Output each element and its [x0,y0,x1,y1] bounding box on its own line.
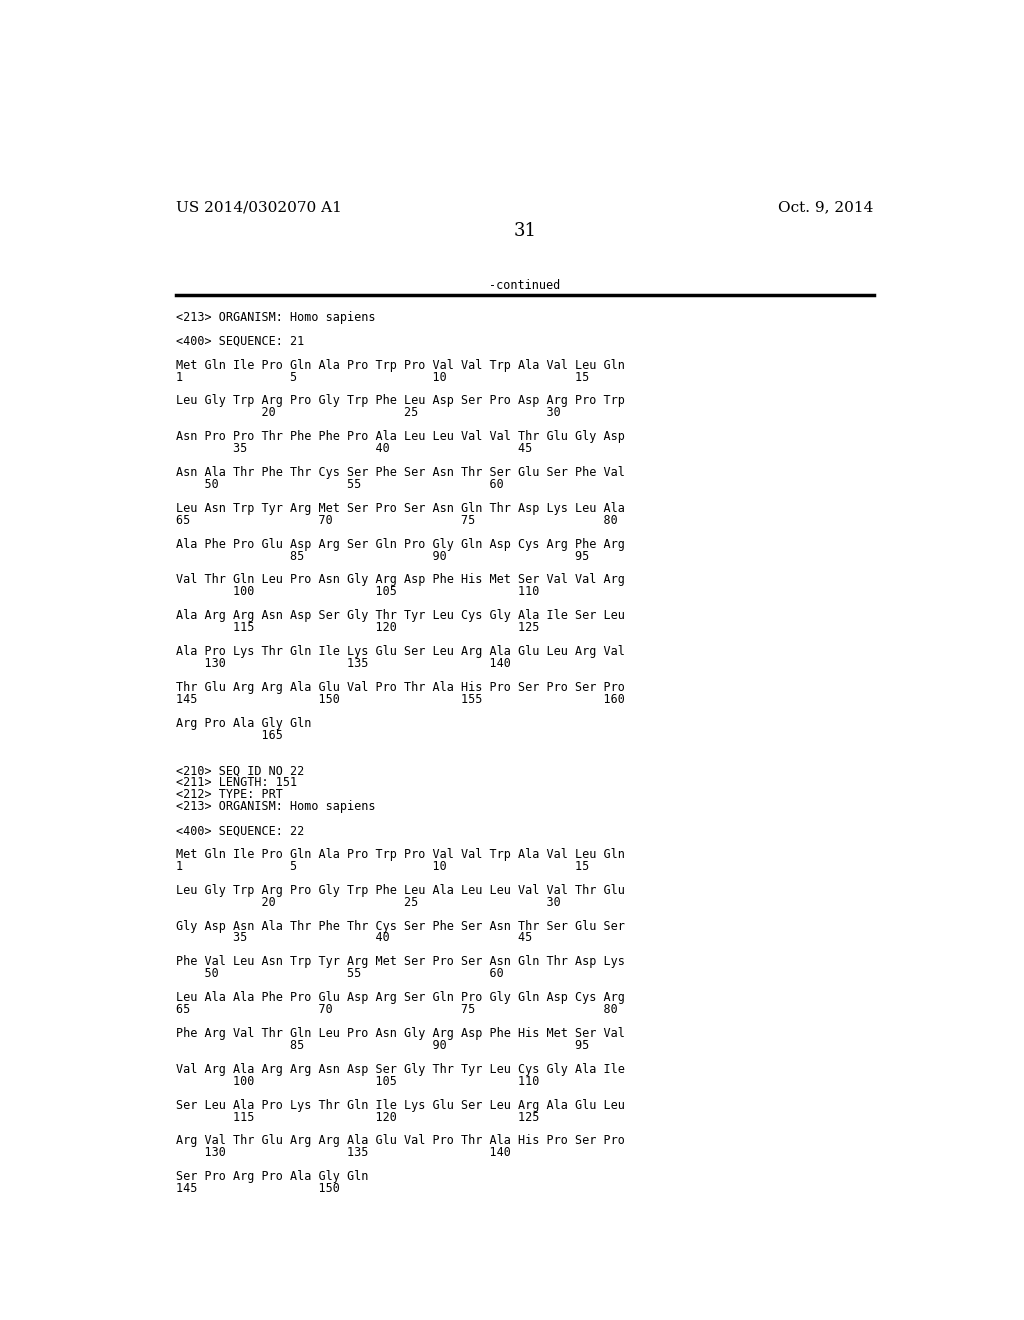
Text: 165: 165 [176,729,283,742]
Text: Leu Gly Trp Arg Pro Gly Trp Phe Leu Asp Ser Pro Asp Arg Pro Trp: Leu Gly Trp Arg Pro Gly Trp Phe Leu Asp … [176,395,625,408]
Text: Gly Asp Asn Ala Thr Phe Thr Cys Ser Phe Ser Asn Thr Ser Glu Ser: Gly Asp Asn Ala Thr Phe Thr Cys Ser Phe … [176,920,625,932]
Text: Val Thr Gln Leu Pro Asn Gly Arg Asp Phe His Met Ser Val Val Arg: Val Thr Gln Leu Pro Asn Gly Arg Asp Phe … [176,573,625,586]
Text: <213> ORGANISM: Homo sapiens: <213> ORGANISM: Homo sapiens [176,312,376,323]
Text: 50                  55                  60: 50 55 60 [176,968,504,981]
Text: 85                  90                  95: 85 90 95 [176,549,589,562]
Text: 115                 120                 125: 115 120 125 [176,622,540,634]
Text: <400> SEQUENCE: 21: <400> SEQUENCE: 21 [176,335,304,347]
Text: 130                 135                 140: 130 135 140 [176,1146,511,1159]
Text: Arg Val Thr Glu Arg Arg Ala Glu Val Pro Thr Ala His Pro Ser Pro: Arg Val Thr Glu Arg Arg Ala Glu Val Pro … [176,1134,625,1147]
Text: 20                  25                  30: 20 25 30 [176,407,561,420]
Text: 20                  25                  30: 20 25 30 [176,896,561,908]
Text: 85                  90                  95: 85 90 95 [176,1039,589,1052]
Text: Met Gln Ile Pro Gln Ala Pro Trp Pro Val Val Trp Ala Val Leu Gln: Met Gln Ile Pro Gln Ala Pro Trp Pro Val … [176,359,625,372]
Text: <400> SEQUENCE: 22: <400> SEQUENCE: 22 [176,824,304,837]
Text: -continued: -continued [489,280,560,292]
Text: Phe Val Leu Asn Trp Tyr Arg Met Ser Pro Ser Asn Gln Thr Asp Lys: Phe Val Leu Asn Trp Tyr Arg Met Ser Pro … [176,956,625,969]
Text: Ala Phe Pro Glu Asp Arg Ser Gln Pro Gly Gln Asp Cys Arg Phe Arg: Ala Phe Pro Glu Asp Arg Ser Gln Pro Gly … [176,537,625,550]
Text: Leu Asn Trp Tyr Arg Met Ser Pro Ser Asn Gln Thr Asp Lys Leu Ala: Leu Asn Trp Tyr Arg Met Ser Pro Ser Asn … [176,502,625,515]
Text: Asn Pro Pro Thr Phe Phe Pro Ala Leu Leu Val Val Thr Glu Gly Asp: Asn Pro Pro Thr Phe Phe Pro Ala Leu Leu … [176,430,625,444]
Text: Ser Pro Arg Pro Ala Gly Gln: Ser Pro Arg Pro Ala Gly Gln [176,1171,369,1183]
Text: <211> LENGTH: 151: <211> LENGTH: 151 [176,776,297,789]
Text: Oct. 9, 2014: Oct. 9, 2014 [778,201,873,215]
Text: 65                  70                  75                  80: 65 70 75 80 [176,1003,617,1016]
Text: 1               5                   10                  15: 1 5 10 15 [176,371,589,384]
Text: Phe Arg Val Thr Gln Leu Pro Asn Gly Arg Asp Phe His Met Ser Val: Phe Arg Val Thr Gln Leu Pro Asn Gly Arg … [176,1027,625,1040]
Text: Leu Ala Ala Phe Pro Glu Asp Arg Ser Gln Pro Gly Gln Asp Cys Arg: Leu Ala Ala Phe Pro Glu Asp Arg Ser Gln … [176,991,625,1005]
Text: 31: 31 [513,222,537,240]
Text: 130                 135                 140: 130 135 140 [176,657,511,671]
Text: Asn Ala Thr Phe Thr Cys Ser Phe Ser Asn Thr Ser Glu Ser Phe Val: Asn Ala Thr Phe Thr Cys Ser Phe Ser Asn … [176,466,625,479]
Text: <212> TYPE: PRT: <212> TYPE: PRT [176,788,283,801]
Text: Ala Pro Lys Thr Gln Ile Lys Glu Ser Leu Arg Ala Glu Leu Arg Val: Ala Pro Lys Thr Gln Ile Lys Glu Ser Leu … [176,645,625,659]
Text: 35                  40                  45: 35 40 45 [176,932,532,945]
Text: Val Arg Ala Arg Arg Asn Asp Ser Gly Thr Tyr Leu Cys Gly Ala Ile: Val Arg Ala Arg Arg Asn Asp Ser Gly Thr … [176,1063,625,1076]
Text: 145                 150                 155                 160: 145 150 155 160 [176,693,625,706]
Text: <210> SEQ ID NO 22: <210> SEQ ID NO 22 [176,764,304,777]
Text: Met Gln Ile Pro Gln Ala Pro Trp Pro Val Val Trp Ala Val Leu Gln: Met Gln Ile Pro Gln Ala Pro Trp Pro Val … [176,847,625,861]
Text: 50                  55                  60: 50 55 60 [176,478,504,491]
Text: 145                 150: 145 150 [176,1183,340,1195]
Text: 100                 105                 110: 100 105 110 [176,585,540,598]
Text: <213> ORGANISM: Homo sapiens: <213> ORGANISM: Homo sapiens [176,800,376,813]
Text: 100                 105                 110: 100 105 110 [176,1074,540,1088]
Text: Thr Glu Arg Arg Ala Glu Val Pro Thr Ala His Pro Ser Pro Ser Pro: Thr Glu Arg Arg Ala Glu Val Pro Thr Ala … [176,681,625,694]
Text: Ala Arg Arg Asn Asp Ser Gly Thr Tyr Leu Cys Gly Ala Ile Ser Leu: Ala Arg Arg Asn Asp Ser Gly Thr Tyr Leu … [176,610,625,622]
Text: 1               5                   10                  15: 1 5 10 15 [176,859,589,873]
Text: Arg Pro Ala Gly Gln: Arg Pro Ala Gly Gln [176,717,311,730]
Text: 115                 120                 125: 115 120 125 [176,1110,540,1123]
Text: Leu Gly Trp Arg Pro Gly Trp Phe Leu Ala Leu Leu Val Val Thr Glu: Leu Gly Trp Arg Pro Gly Trp Phe Leu Ala … [176,884,625,896]
Text: Ser Leu Ala Pro Lys Thr Gln Ile Lys Glu Ser Leu Arg Ala Glu Leu: Ser Leu Ala Pro Lys Thr Gln Ile Lys Glu … [176,1098,625,1111]
Text: US 2014/0302070 A1: US 2014/0302070 A1 [176,201,342,215]
Text: 65                  70                  75                  80: 65 70 75 80 [176,513,617,527]
Text: 35                  40                  45: 35 40 45 [176,442,532,455]
